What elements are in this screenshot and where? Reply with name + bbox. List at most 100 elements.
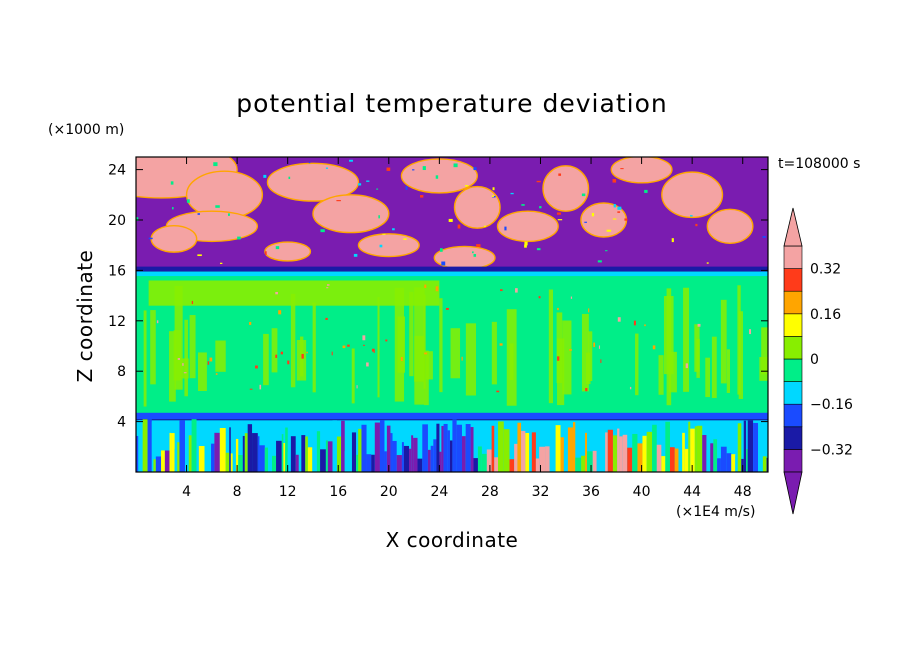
speck	[249, 388, 253, 390]
turbulence-strip	[717, 458, 721, 472]
band-navy	[136, 266, 768, 272]
streak	[215, 340, 226, 372]
speck	[556, 212, 562, 215]
speck	[386, 167, 391, 171]
speck	[524, 241, 528, 246]
streak	[737, 285, 741, 395]
turbulence-strip	[694, 426, 697, 472]
turbulence-strip	[244, 433, 248, 472]
turbulence-strip	[272, 455, 277, 472]
turbulence-strip	[276, 440, 282, 472]
speck	[557, 307, 559, 311]
x-axis-label: X coordinate	[386, 528, 519, 552]
speck	[191, 300, 194, 305]
colorbar-label: 0.32	[810, 262, 841, 278]
speck	[584, 221, 587, 223]
turbulence-strip	[147, 419, 152, 472]
speck	[606, 229, 612, 232]
speck	[620, 168, 624, 170]
turbulence-strip	[361, 424, 367, 472]
turbulence-strip	[344, 451, 349, 472]
pink-patch	[610, 157, 673, 184]
turbulence-strip	[283, 443, 286, 472]
x-tick-label: 4	[182, 484, 191, 500]
speck	[219, 262, 223, 265]
pink-patch	[433, 245, 496, 270]
streak	[377, 297, 380, 398]
turbulence-strip	[549, 435, 556, 472]
streak	[668, 351, 677, 393]
turbulence-strip	[374, 422, 380, 472]
speck	[255, 365, 258, 369]
turbulence-strip	[525, 432, 530, 472]
turbulence-strip	[351, 432, 357, 472]
colorbar-segment	[783, 245, 803, 269]
speck	[275, 246, 280, 250]
turbulence-strip	[242, 435, 245, 472]
turbulence-strip	[417, 458, 423, 472]
x-tick-label: 36	[582, 484, 600, 500]
x-axis: 4 8 12 16 20 24 28 32 36 40 44 48	[182, 157, 752, 500]
turbulence-strip	[268, 428, 273, 472]
speck	[264, 251, 267, 255]
streak	[439, 298, 443, 393]
speck	[249, 321, 252, 325]
speck	[569, 349, 573, 351]
streak	[312, 302, 316, 393]
turbulence-strip	[737, 423, 742, 472]
turbulence-strip	[753, 422, 759, 472]
x-tick-label: 32	[532, 484, 550, 500]
speck	[483, 225, 486, 227]
turbulence-strip	[563, 451, 568, 472]
turbulence-strip	[358, 428, 362, 472]
speck	[597, 260, 602, 263]
turbulence-strip	[747, 420, 754, 472]
speck	[371, 348, 375, 352]
turbulence-strip	[581, 455, 586, 472]
turbulence-strip	[449, 440, 453, 472]
speck	[288, 176, 291, 179]
speck	[342, 345, 346, 349]
turbulence-strip	[230, 453, 233, 472]
turbulence-strip	[529, 428, 532, 472]
speck	[420, 195, 424, 198]
pink-patch	[357, 233, 420, 258]
speck	[263, 174, 267, 178]
streak	[562, 320, 572, 395]
pink-patch	[453, 185, 501, 229]
speck	[695, 223, 698, 227]
pink-patch	[496, 210, 559, 243]
speck	[209, 357, 213, 362]
turbulence-strip	[198, 445, 205, 472]
speck	[156, 320, 159, 324]
colorbar-segment	[783, 426, 803, 450]
speck	[588, 308, 590, 313]
band-cyan	[136, 271, 768, 277]
turbulence-strip	[461, 436, 466, 472]
turbulence-strip	[264, 447, 269, 472]
speck	[373, 350, 375, 354]
speck	[306, 351, 308, 354]
streak	[351, 348, 355, 404]
speck	[461, 356, 463, 361]
turbulence-strip	[585, 432, 588, 472]
turbulence-strip	[498, 421, 504, 472]
turbulence-strip	[184, 440, 189, 472]
speck	[515, 288, 518, 293]
speck	[183, 372, 187, 374]
turbulence-strip	[325, 440, 328, 472]
time-label: t=108000 s	[778, 156, 860, 172]
speck	[336, 200, 341, 202]
turbulence-strip	[642, 435, 647, 472]
turbulence-strip	[535, 458, 540, 472]
speck	[385, 339, 388, 342]
speck	[629, 386, 632, 390]
turbulence-strip	[433, 439, 437, 472]
streak	[414, 287, 425, 382]
speck	[496, 390, 500, 393]
turbulence-strip	[235, 438, 239, 472]
speck	[697, 323, 701, 327]
turbulence-strip	[503, 429, 510, 472]
x-tick-label: 20	[380, 484, 398, 500]
turbulence-strip	[188, 435, 192, 472]
